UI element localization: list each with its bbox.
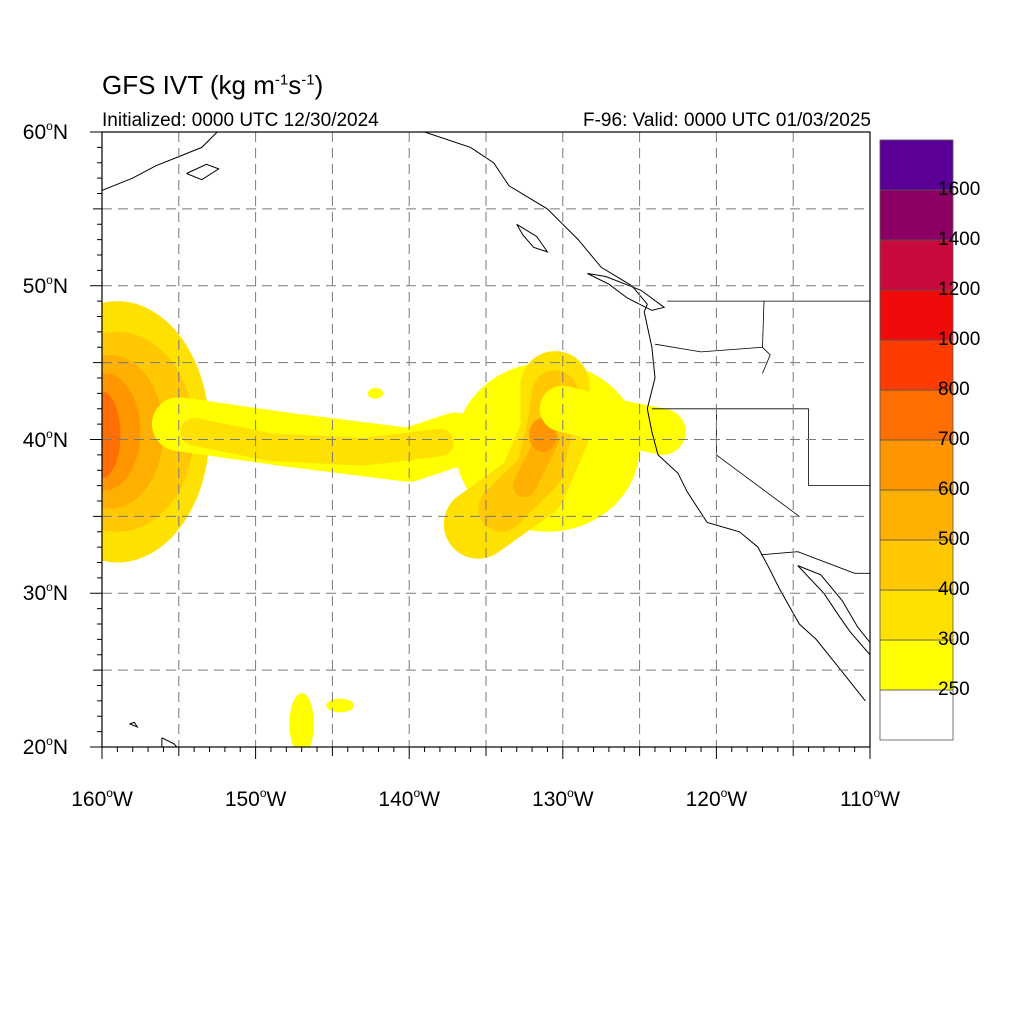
us-mexico-border [760, 551, 870, 574]
lon-label-140: 140oW [378, 786, 440, 811]
colorbar-box-10 [879, 189, 954, 241]
colorbar-label-1200: 1200 [938, 279, 981, 300]
haida-gwaii [516, 223, 549, 253]
gridlines [102, 132, 870, 747]
north-america-coastline [424, 132, 866, 702]
mainland-mexico-coast [797, 565, 870, 643]
lat-label-20: 20oN [22, 734, 68, 759]
colorbar-label-700: 700 [938, 429, 970, 450]
colorbar-label-250: 250 [938, 679, 970, 700]
coastlines [102, 132, 870, 747]
colorbar-label-1000: 1000 [938, 329, 981, 350]
colorbar-box-7 [879, 339, 954, 391]
lat-label-40: 40oN [22, 426, 68, 452]
colorbar-label-1600: 1600 [938, 179, 981, 200]
kodiak-island [186, 163, 220, 181]
colorbar-box-1 [879, 639, 954, 691]
colorbar [879, 139, 954, 741]
lon-label-110: 110oW [840, 786, 900, 811]
colorbar-label-800: 800 [938, 379, 970, 400]
ivt-region-4 [102, 391, 121, 478]
maui-oahu [129, 721, 139, 729]
axis-ticks [90, 131, 871, 759]
alaska-peninsula [102, 132, 218, 191]
colorbar-box-0 [879, 689, 954, 741]
figure-title: GFS IVT (kg m-1s-1) [102, 70, 324, 100]
hawaii-islands [161, 737, 178, 747]
ivt-region-14 [326, 698, 354, 713]
lon-label-120: 120oW [685, 786, 748, 811]
colorbar-box-4 [879, 489, 954, 541]
colorbar-box-5 [879, 439, 954, 491]
ivt-region-12 [539, 385, 686, 455]
lon-label-160: 160oW [71, 786, 133, 811]
vancouver-island [587, 273, 666, 311]
colorbar-box-3 [879, 539, 954, 591]
ivt-region-13 [289, 693, 314, 747]
colorbar-box-11 [879, 139, 954, 191]
lat-label-60: 60oN [22, 119, 68, 144]
wa-or-border [654, 301, 765, 353]
lon-label-150: 150oW [224, 786, 287, 811]
colorbar-label-600: 600 [938, 479, 970, 500]
colorbar-box-6 [879, 389, 954, 441]
colorbar-label-300: 300 [938, 629, 970, 650]
valid-time: F-96: Valid: 0000 UTC 01/03/2025 [583, 110, 871, 131]
lon-label-130: 130oW [532, 786, 594, 811]
colorbar-label-400: 400 [938, 579, 970, 600]
colorbar-label-500: 500 [938, 529, 970, 550]
ivt-region-15 [367, 387, 384, 399]
lat-label-30: 30oN [22, 580, 68, 606]
lat-label-50: 50oN [22, 272, 68, 298]
colorbar-box-2 [879, 589, 954, 641]
colorbar-label-1400: 1400 [938, 229, 981, 250]
baja-gulf-coast [797, 565, 870, 656]
initialized-time: Initialized: 0000 UTC 12/30/2024 [102, 110, 379, 131]
colorbar-box-9 [879, 239, 954, 291]
id-border [762, 347, 771, 374]
